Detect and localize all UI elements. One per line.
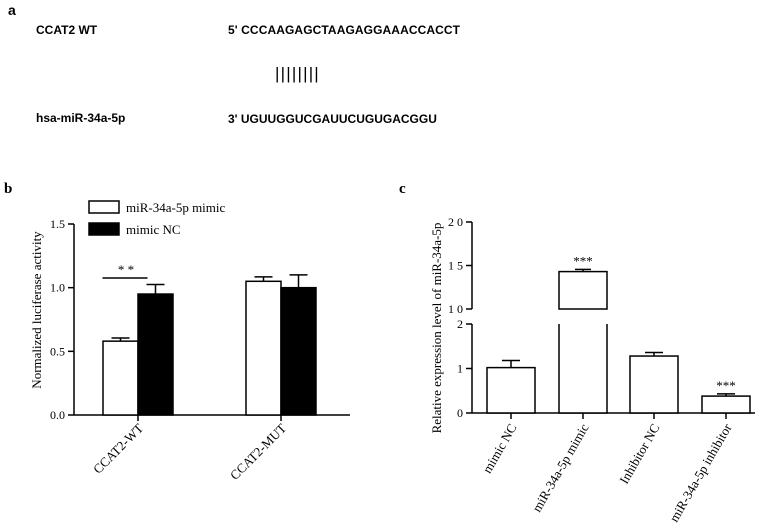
legend-label: miR-34a-5p mimic (126, 200, 226, 215)
y-axis-label: Relative expression level of miR-34a-5p (429, 223, 444, 434)
bar (701, 395, 751, 414)
y-tick-label: 1.0 (50, 281, 65, 295)
significance-stars: *** (716, 378, 736, 393)
panel-c-label: c (399, 181, 406, 197)
panel-b-label: b (4, 181, 12, 197)
bar-upper-segment (558, 270, 608, 310)
base-pairing-lines: |||||||| (275, 64, 320, 83)
y-tick-label: 1.5 (50, 217, 65, 231)
bar (102, 340, 139, 416)
y-tick-label: 1 0 (448, 302, 463, 316)
legend-swatch (88, 222, 120, 236)
y-tick-label: 1 5 (448, 259, 463, 273)
ccat2-wt-label: CCAT2 WT (36, 23, 98, 37)
bar (280, 286, 317, 416)
bar (629, 355, 679, 414)
y-tick-label: 0 (457, 406, 463, 420)
y-axis-label: Normalized luciferase activity (29, 231, 44, 389)
x-tick-label: mimic NC (479, 421, 519, 476)
bar (245, 280, 282, 416)
significance-stars: *** (573, 253, 593, 268)
legend-swatch (88, 200, 120, 214)
x-tick-label: miR-34a-5p inhibitor (666, 420, 735, 524)
x-tick-label: miR-34a-5p mimic (529, 421, 592, 515)
mirna-label: hsa-miR-34a-5p (36, 111, 126, 125)
significance-stars: * * (118, 262, 134, 277)
y-tick-label: 0.5 (50, 344, 65, 358)
x-tick-label: Inhibitor NC (616, 421, 662, 486)
panel-a-label: a (8, 2, 16, 18)
y-tick-label: 2 (457, 317, 463, 331)
y-tick-label: 0.0 (50, 408, 65, 422)
mirna-sequence: 3' UGUUGGUCGAUUCUGUGACGGU (228, 112, 437, 126)
bar (486, 366, 536, 414)
bar-lower-segment (558, 324, 608, 414)
y-tick-label: 1 (457, 362, 463, 376)
legend-label: mimic NC (126, 222, 181, 237)
y-tick-label: 2 0 (448, 215, 463, 229)
ccat2-wt-sequence: 5' CCCAAGAGCTAAGAGGAAACCACCT (228, 23, 461, 37)
